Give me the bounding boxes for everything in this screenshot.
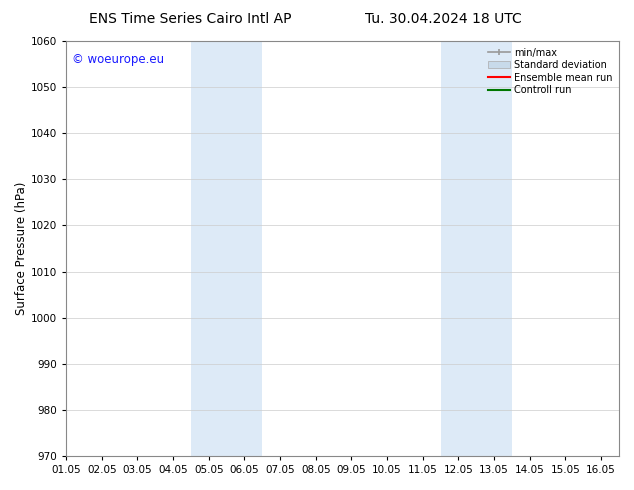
Text: ENS Time Series Cairo Intl AP: ENS Time Series Cairo Intl AP [89, 12, 292, 26]
Y-axis label: Surface Pressure (hPa): Surface Pressure (hPa) [15, 182, 28, 315]
Bar [191, 41, 262, 456]
Bar [441, 41, 512, 456]
Legend: min/max, Standard deviation, Ensemble mean run, Controll run: min/max, Standard deviation, Ensemble me… [486, 46, 614, 97]
Text: © woeurope.eu: © woeurope.eu [72, 53, 164, 67]
Text: Tu. 30.04.2024 18 UTC: Tu. 30.04.2024 18 UTC [365, 12, 522, 26]
